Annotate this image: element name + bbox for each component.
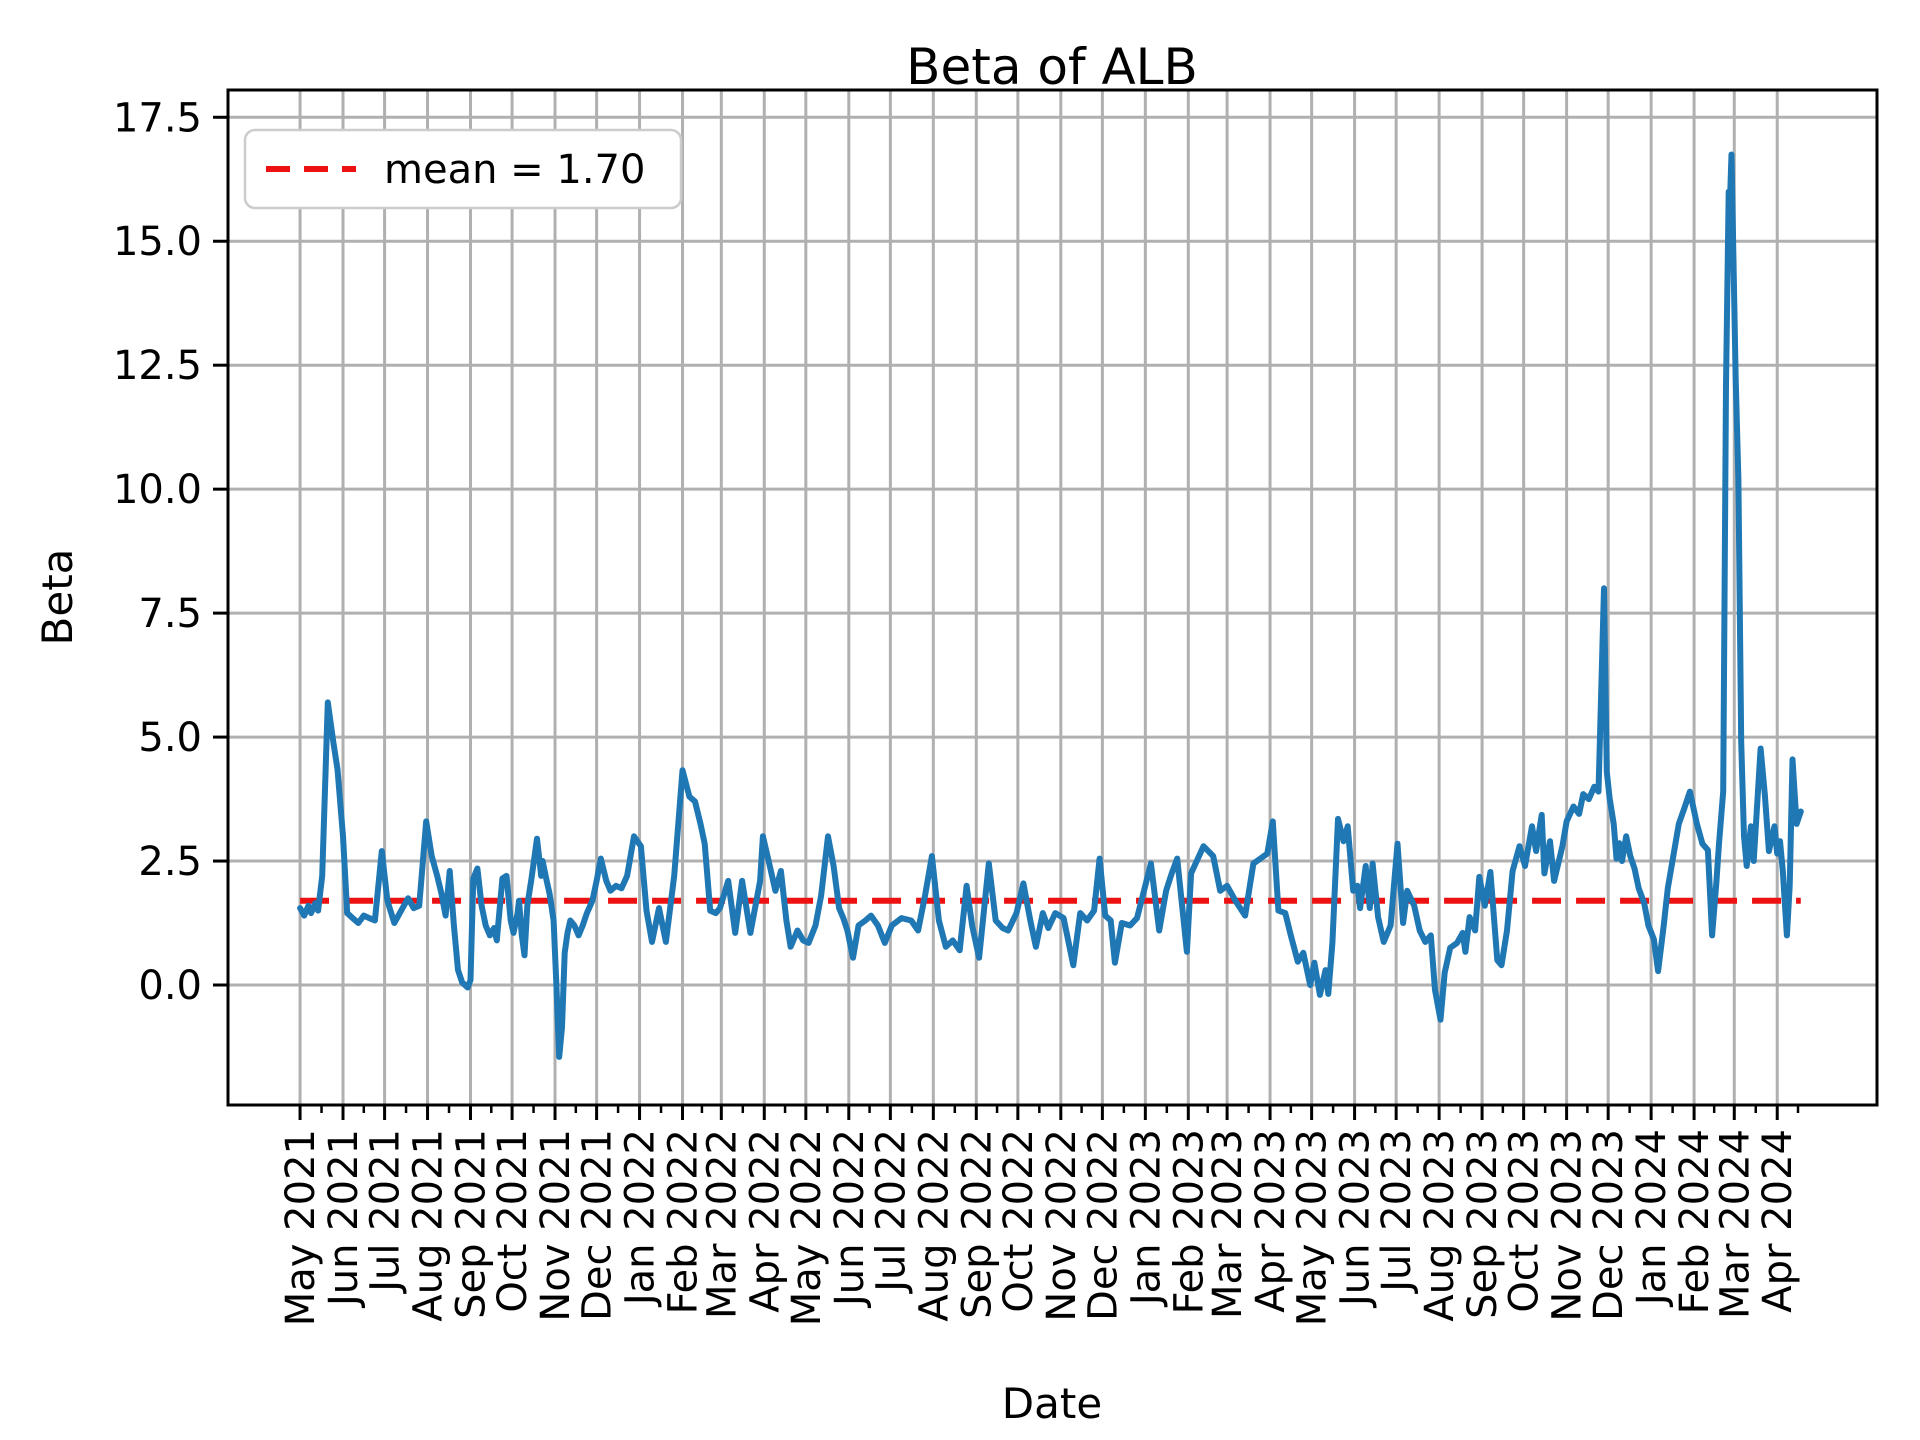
y-tick-label: 12.5 — [113, 343, 202, 389]
y-tick-label: 0.0 — [138, 963, 202, 1009]
x-tick-label: Sep 2022 — [954, 1129, 1000, 1319]
y-tick-label: 2.5 — [138, 839, 202, 885]
legend-label: mean = 1.70 — [384, 147, 645, 193]
x-tick-label: May 2023 — [1290, 1129, 1336, 1326]
y-tick-label: 5.0 — [138, 715, 202, 761]
x-tick-label: Jan 2023 — [1123, 1129, 1169, 1308]
x-tick-label: Sep 2021 — [449, 1129, 495, 1319]
x-tick-label: Mar 2022 — [699, 1129, 745, 1319]
grid-layer — [228, 90, 1877, 1105]
chart-title: Beta of ALB — [906, 38, 1198, 96]
x-tick-label: Feb 2022 — [661, 1129, 707, 1314]
x-tick-label: Feb 2023 — [1166, 1129, 1212, 1314]
x-tick-label: Aug 2022 — [911, 1129, 957, 1322]
x-tick-label: Jan 2024 — [1629, 1129, 1675, 1308]
x-tick-label: Jul 2022 — [868, 1129, 914, 1295]
x-tick-label: Nov 2023 — [1545, 1129, 1591, 1322]
x-tick-label: Aug 2023 — [1417, 1129, 1463, 1322]
x-tick-label: Nov 2022 — [1039, 1129, 1085, 1322]
beta-series-line — [297, 151, 1804, 1060]
x-tick-label: Feb 2024 — [1672, 1129, 1718, 1314]
x-tick-label: Jun 2021 — [321, 1129, 367, 1309]
legend-box — [243, 128, 683, 210]
legend: mean = 1.70 — [243, 128, 683, 210]
x-tick-label: Jun 2023 — [1333, 1129, 1379, 1309]
x-axis-label: Date — [1002, 1379, 1102, 1428]
x-tick-label: Sep 2023 — [1460, 1129, 1506, 1319]
x-tick-label: May 2021 — [278, 1129, 324, 1326]
x-tick-label: Nov 2021 — [533, 1129, 579, 1322]
x-tick-label: Dec 2023 — [1586, 1129, 1632, 1321]
y-tick-label: 7.5 — [138, 591, 202, 637]
x-tick-label: Jan 2022 — [618, 1129, 664, 1308]
x-tick-label: Apr 2024 — [1755, 1129, 1801, 1313]
y-axis-label: Beta — [33, 549, 82, 646]
y-tick-label: 15.0 — [113, 219, 202, 265]
x-tick-label: Jul 2023 — [1374, 1129, 1420, 1295]
x-tick-label: Oct 2021 — [490, 1129, 536, 1313]
y-tick-label: 10.0 — [113, 467, 202, 513]
plot-area — [226, 88, 1879, 1107]
x-tick-label: Apr 2022 — [742, 1129, 788, 1313]
x-tick-label: Aug 2021 — [406, 1129, 452, 1322]
x-tick-label: Mar 2024 — [1712, 1129, 1758, 1319]
x-tick-label: Jun 2022 — [827, 1129, 873, 1309]
series-layer — [297, 151, 1804, 1060]
y-tick-label: 17.5 — [113, 95, 202, 141]
x-tick-label: Jul 2021 — [363, 1129, 409, 1295]
x-tick-label: Apr 2023 — [1248, 1129, 1294, 1313]
x-tick-label: Oct 2023 — [1502, 1129, 1548, 1313]
x-tick-label: Oct 2022 — [996, 1129, 1042, 1313]
x-tick-label: Dec 2021 — [575, 1129, 621, 1321]
x-tick-label: Mar 2023 — [1205, 1129, 1251, 1319]
x-tick-label: May 2022 — [784, 1129, 830, 1326]
x-tick-label: Dec 2022 — [1080, 1129, 1126, 1321]
